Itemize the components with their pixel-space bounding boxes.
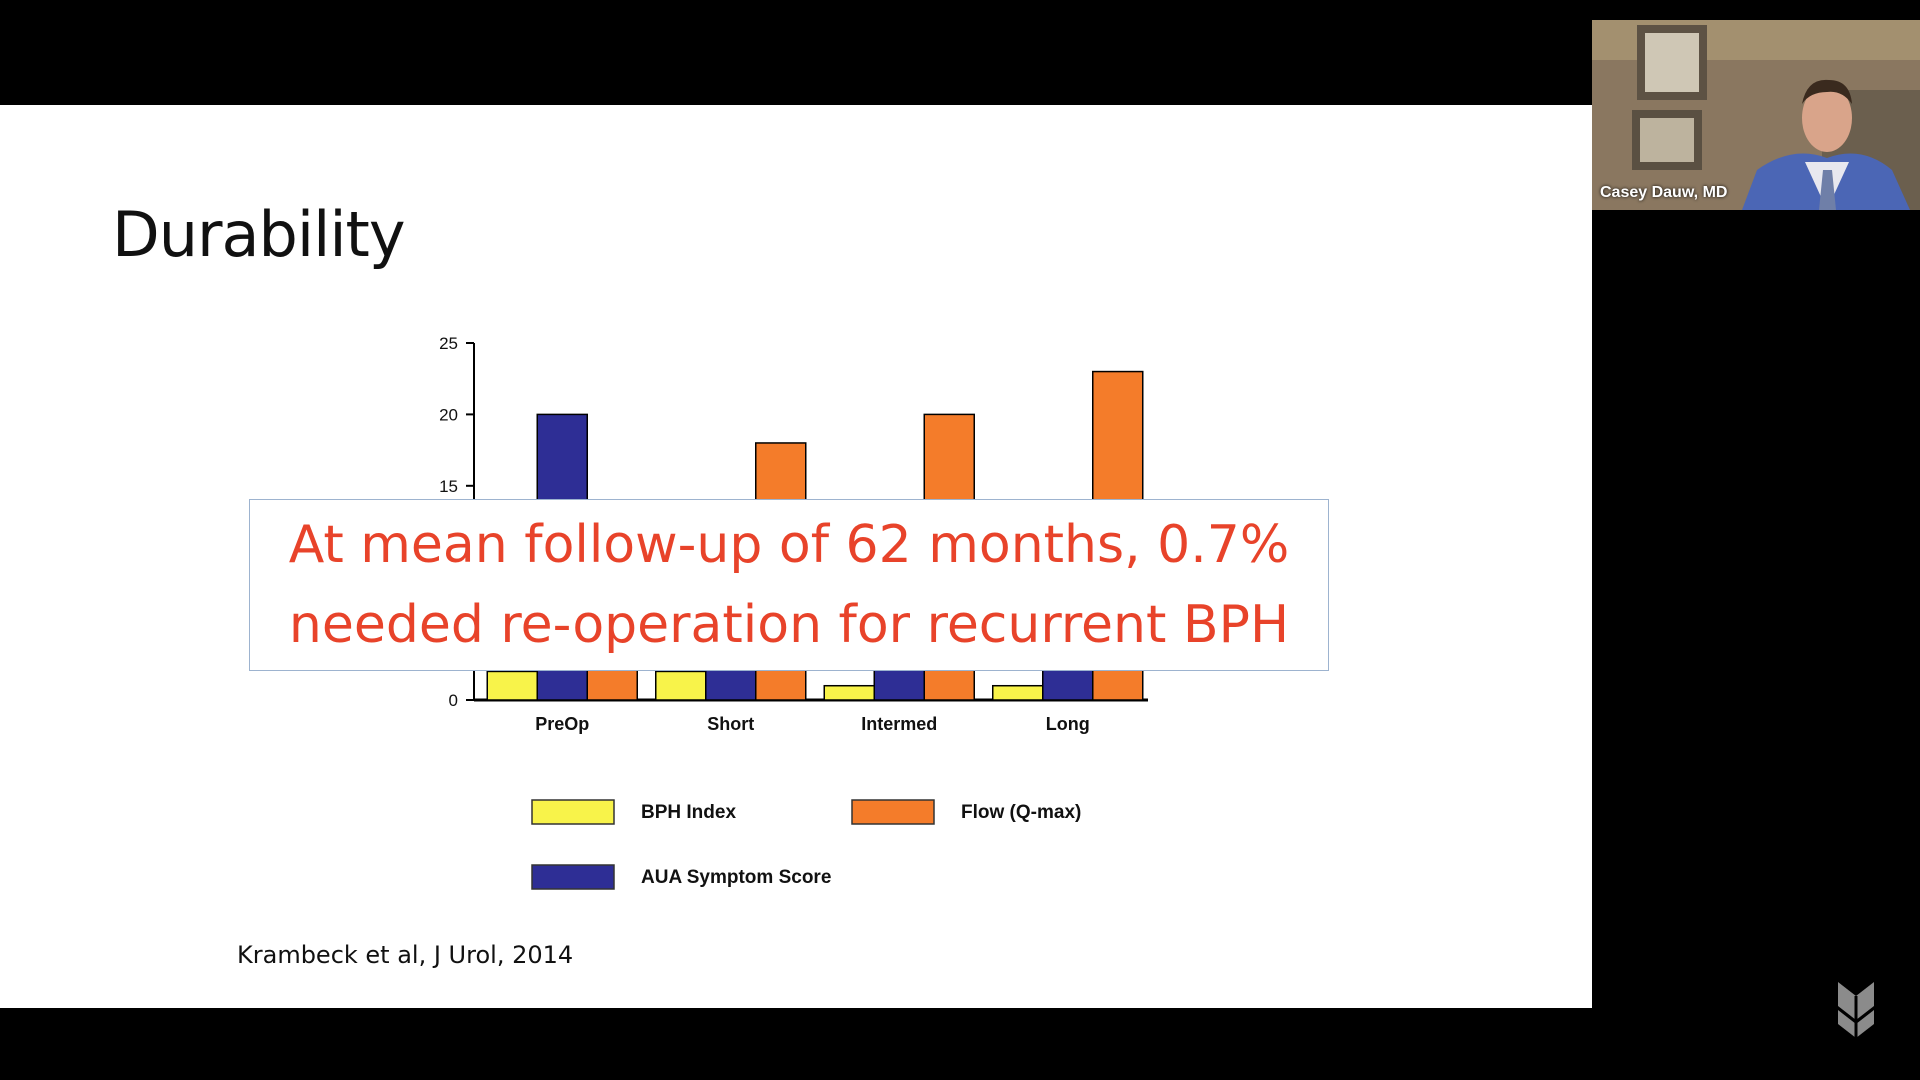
legend-swatch <box>531 799 615 825</box>
x-tick-label: PreOp <box>535 714 589 734</box>
callout-line-2: needed re-operation for recurrent BPH <box>288 595 1290 655</box>
bar-bph-index <box>992 684 1044 701</box>
presenter-name-label: Casey Dauw, MD <box>1600 184 1728 201</box>
chevron-logo-icon <box>1838 982 1874 1038</box>
bar-bph-index <box>823 684 875 701</box>
bar-bph-index <box>486 670 538 701</box>
x-tick-label: Short <box>707 714 754 734</box>
callout-line-1: At mean follow-up of 62 months, 0.7% <box>288 515 1290 575</box>
bar-bph-index <box>655 670 707 701</box>
x-tick-label: Long <box>1046 714 1090 734</box>
webcam-video-frame <box>1592 20 1920 210</box>
y-tick-label: 25 <box>439 334 458 353</box>
presentation-slide: Durability 0 15 20 25 PreOp Short Intermed Long… <box>0 105 1592 1008</box>
legend-label: AUA Symptom Score <box>641 867 831 888</box>
legend-swatch <box>531 864 615 890</box>
legend-swatch <box>851 799 935 825</box>
y-tick-label: 15 <box>439 477 458 496</box>
x-tick-label: Intermed <box>861 714 937 734</box>
y-tick-label: 20 <box>439 405 458 424</box>
legend-label: Flow (Q-max) <box>961 802 1081 823</box>
citation: Krambeck et al, J Urol, 2014 <box>237 941 574 969</box>
y-tick-label: 0 <box>449 691 458 710</box>
callout-box: At mean follow-up of 62 months, 0.7% nee… <box>249 499 1329 671</box>
presenter-webcam: Casey Dauw, MD <box>1592 20 1920 210</box>
brand-logo <box>1836 980 1876 1047</box>
slide-title: Durability <box>112 198 406 271</box>
legend-label: BPH Index <box>641 802 736 823</box>
